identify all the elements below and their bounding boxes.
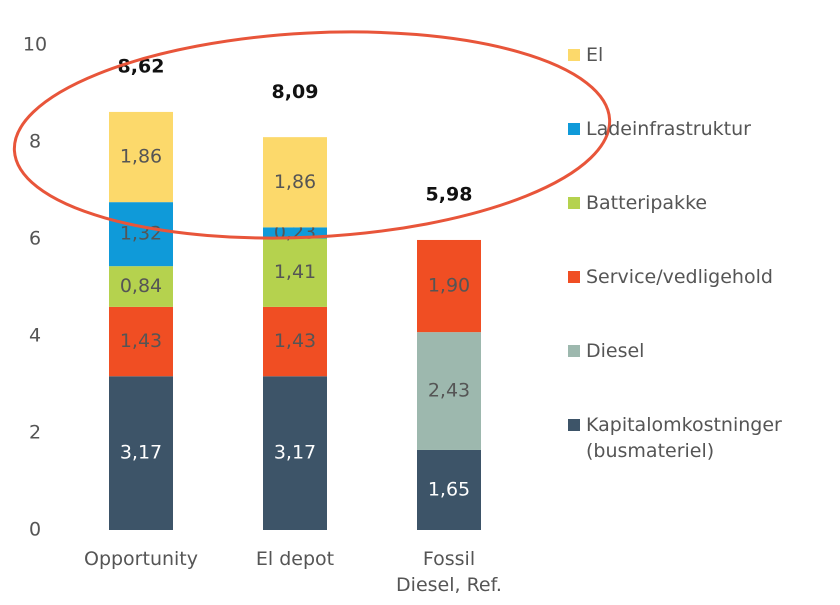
legend-swatch — [568, 345, 580, 357]
value-label: 1,41 — [274, 261, 316, 283]
y-tick-label: 8 — [29, 131, 41, 153]
legend-label: Kapitalomkostninger (busmateriel) — [586, 414, 782, 462]
legend-swatch — [568, 197, 580, 209]
y-tick-label: 4 — [29, 325, 41, 347]
value-label: 1,90 — [428, 275, 470, 297]
bar-segment — [263, 137, 327, 228]
y-tick-label: 2 — [29, 422, 41, 444]
value-label: 3,17 — [120, 442, 162, 464]
x-tick-label: Fossil Diesel, Ref. — [396, 548, 502, 596]
bar-segment — [263, 306, 327, 377]
legend-swatch — [568, 49, 580, 61]
highlight-ellipse — [12, 30, 612, 240]
value-label: 1,43 — [120, 330, 162, 352]
total-label: 8,09 — [272, 81, 319, 103]
legend-swatch — [568, 123, 580, 135]
total-label: 8,62 — [118, 55, 165, 77]
value-label: 1,43 — [274, 330, 316, 352]
legend-label: Service/vedligehold — [586, 266, 773, 288]
y-tick-label: 10 — [23, 34, 47, 56]
bar-segment — [417, 239, 481, 333]
value-label: 1,86 — [274, 171, 316, 193]
x-tick-label: El depot — [255, 548, 335, 570]
bar-segment — [109, 111, 173, 203]
legend-label: Batteripakke — [586, 192, 708, 214]
value-label: 2,43 — [428, 380, 470, 402]
bar-segment — [109, 376, 173, 530]
bar-segment — [109, 202, 173, 267]
legend-swatch — [568, 271, 580, 283]
bar-segment — [263, 227, 327, 239]
bar-segment — [109, 306, 173, 377]
total-label: 5,98 — [426, 183, 473, 205]
bar-segment — [109, 266, 173, 307]
legend-label: Diesel — [586, 340, 645, 362]
value-label: 0,84 — [120, 275, 162, 297]
y-tick-label: 6 — [29, 228, 41, 250]
legend-label: Ladeinfrastruktur — [586, 118, 751, 140]
bar-segment — [417, 449, 481, 530]
value-label: 1,86 — [120, 146, 162, 168]
bar-segment — [417, 332, 481, 450]
value-label: 1,65 — [428, 478, 470, 500]
y-tick-label: 0 — [29, 519, 41, 541]
bar-segment — [263, 376, 327, 530]
value-label: 3,17 — [274, 442, 316, 464]
x-tick-label: Opportunity — [83, 548, 199, 570]
legend-swatch — [568, 419, 580, 431]
bar-segment — [263, 238, 327, 307]
legend-label: El — [586, 44, 604, 66]
